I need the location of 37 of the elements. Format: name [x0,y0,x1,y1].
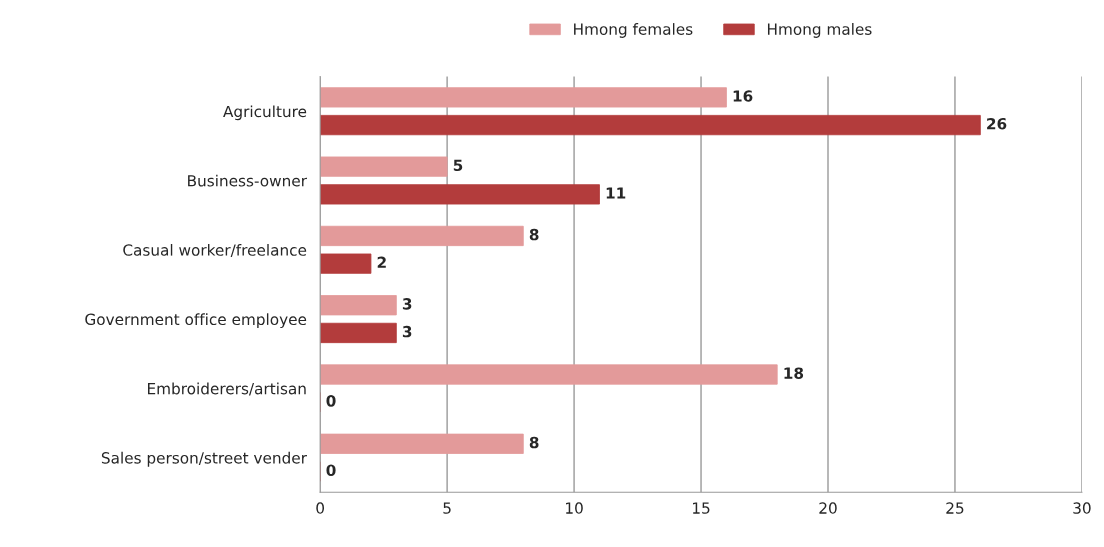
data-label: 16 [733,90,753,102]
legend-label: Hmong males [767,23,872,38]
y-tick-label: Casual worker/freelance [123,243,307,258]
data-label: 3 [402,325,412,338]
bar [320,253,372,274]
data-label: 26 [987,117,1007,130]
bar [320,114,981,136]
y-tick-label: Business-owner [188,174,307,187]
data-label: 18 [784,367,804,379]
data-label: 8 [529,228,539,241]
bar [320,184,600,205]
y-tick-label: Sales person/street vender [101,451,307,467]
y-tick-label: Agriculture [223,105,307,121]
y-tick-label: Embroiderers/artisan [148,382,306,396]
x-tick-label: 20 [819,502,837,514]
bar [320,433,524,454]
data-label: 8 [529,436,539,449]
x-tick-label: 25 [946,502,964,514]
data-label: 2 [377,256,386,268]
y-tick-label: Government office employee [85,313,307,329]
bar [320,225,524,247]
x-tick-label: 10 [566,502,583,514]
data-label: 0 [326,464,336,476]
data-label: 3 [402,298,412,310]
bar [320,364,778,385]
bar [320,87,727,108]
x-tick-label: 15 [693,502,710,514]
x-tick-label: 30 [1073,502,1091,514]
data-label: 11 [606,187,626,199]
x-tick-label: 5 [443,502,451,514]
data-label: 5 [453,159,463,172]
data-label: 0 [326,395,336,407]
bar [320,322,397,344]
x-tick-label: 0 [316,502,325,514]
bar [320,156,448,177]
bar [320,295,397,316]
legend-label: Hmong females [574,23,693,38]
